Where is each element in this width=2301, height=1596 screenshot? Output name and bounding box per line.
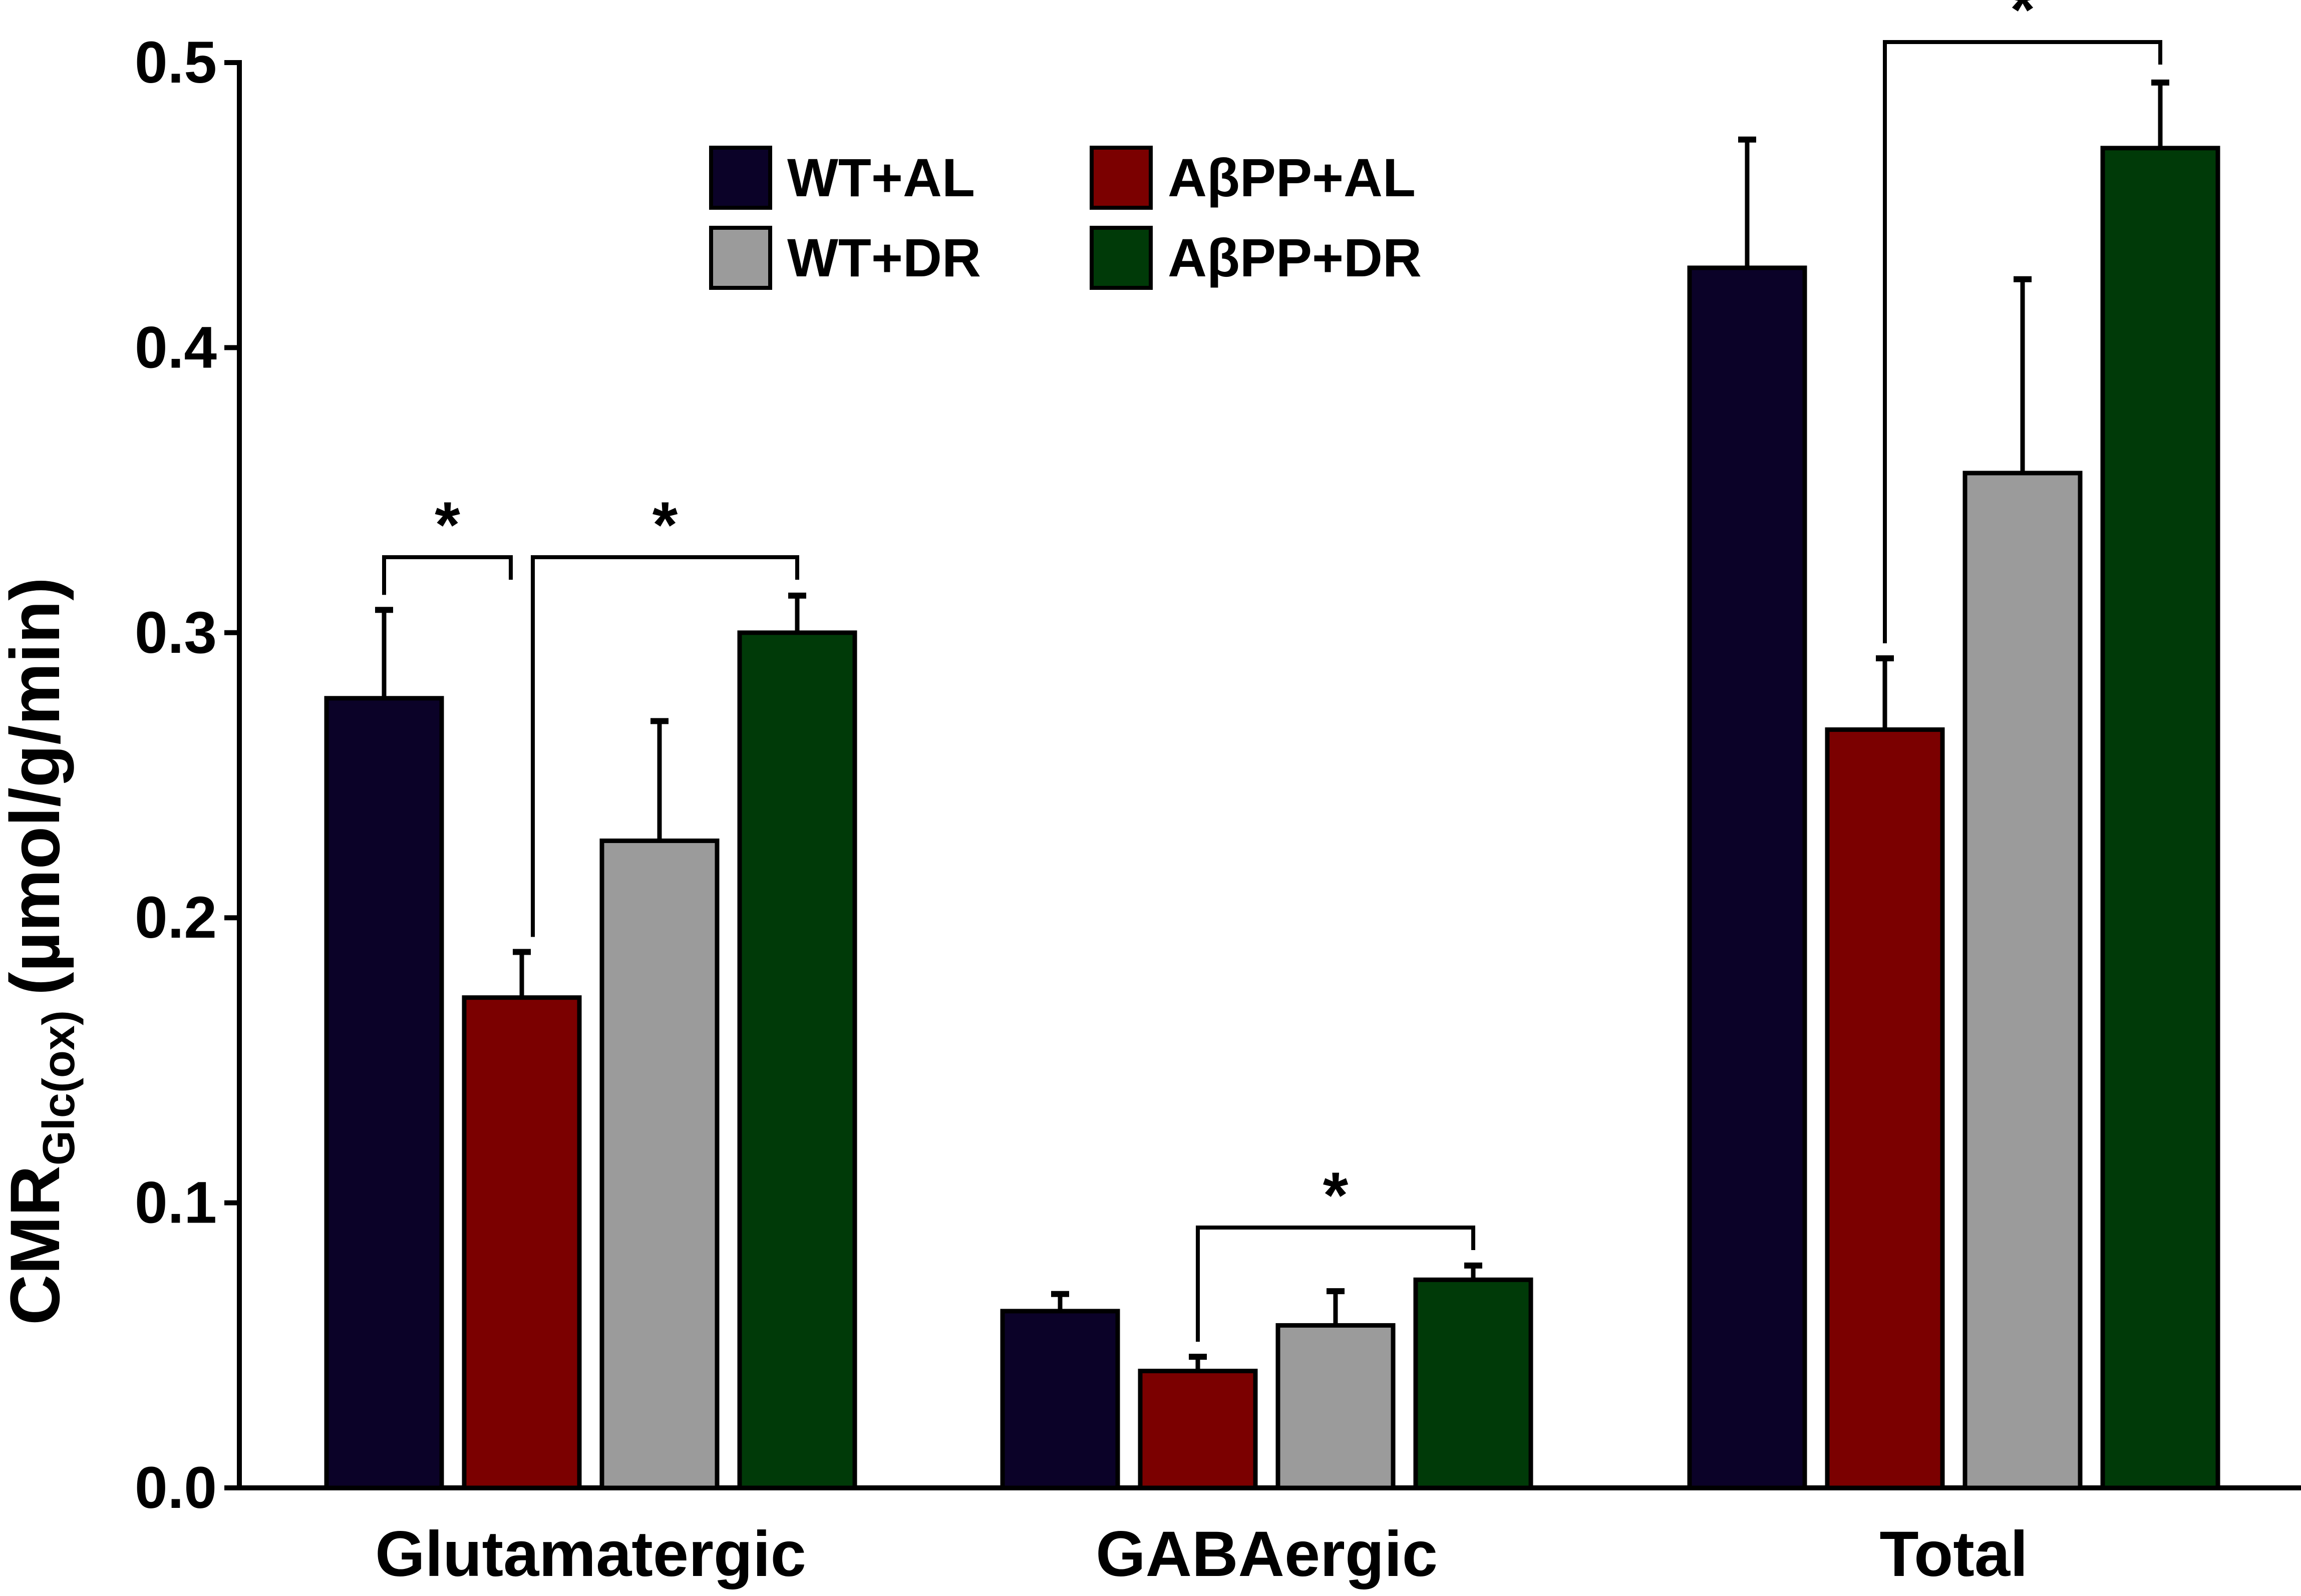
y-tick-label: 0.1 [135,1170,217,1236]
y-axis-label-main: CMR [0,1165,74,1325]
bar-WT+DR [1275,1323,1396,1490]
y-tick-label: 0.2 [135,885,217,951]
y-axis-label-units: (µmol/g/min) [0,577,74,995]
bar-AβPP+AL [462,995,582,1490]
legend: WT+AL AβPP+AL WT+DR AβPP+DR [709,146,1422,290]
bar-AβPP+DR [737,630,857,1490]
legend-label: WT+AL [787,147,975,208]
significance-star: * [1323,1158,1349,1232]
significance-star: * [652,488,678,561]
y-axis-label: CMRGlc(ox) (µmol/g/min) [0,577,84,1325]
legend-swatch-AβPP+AL [1090,146,1153,210]
significance-star: * [2010,0,2036,46]
significance-bracket [1883,40,2162,644]
y-tick-label: 0.0 [135,1455,217,1521]
significance-bracket [1196,1226,1475,1342]
bar-AβPP+DR [2100,146,2220,1490]
significance-bracket [531,555,799,937]
legend-swatch-WT+AL [709,146,772,210]
bar-WT+AL [1687,265,1807,1490]
bar-WT+AL [324,696,444,1490]
x-category-label: Glutamatergic [375,1518,806,1590]
y-tick-label: 0.5 [135,30,217,96]
bar-AβPP+AL [1138,1369,1258,1490]
y-axis-label-subscript: Glc(ox) [34,1010,84,1165]
legend-swatch-WT+DR [709,226,772,290]
bar-WT+DR [599,838,720,1490]
x-category-label: Total [1879,1518,2028,1590]
y-tick-label: 0.4 [135,314,217,380]
significance-star: * [435,488,460,561]
bar-AβPP+AL [1825,727,1945,1490]
axes: 0.0 0.1 0.2 0.3 0.4 0.5 Glutamatergic GABAergic… [135,30,2301,1590]
legend-label: AβPP+AL [1168,147,1416,208]
legend-label: AβPP+DR [1168,227,1422,288]
significance-bracket [382,555,513,595]
bar-WT+DR [1962,471,2083,1490]
bar-AβPP+DR [1413,1277,1533,1490]
significance-group: * * * * [382,0,2162,1342]
x-category-label: GABAergic [1096,1518,1438,1590]
bars-group [324,79,2220,1490]
legend-label: WT+DR [787,227,981,288]
y-tick-label: 0.3 [135,600,217,666]
legend-swatch-AβPP+DR [1090,226,1153,290]
bar-WT+AL [1000,1309,1120,1490]
